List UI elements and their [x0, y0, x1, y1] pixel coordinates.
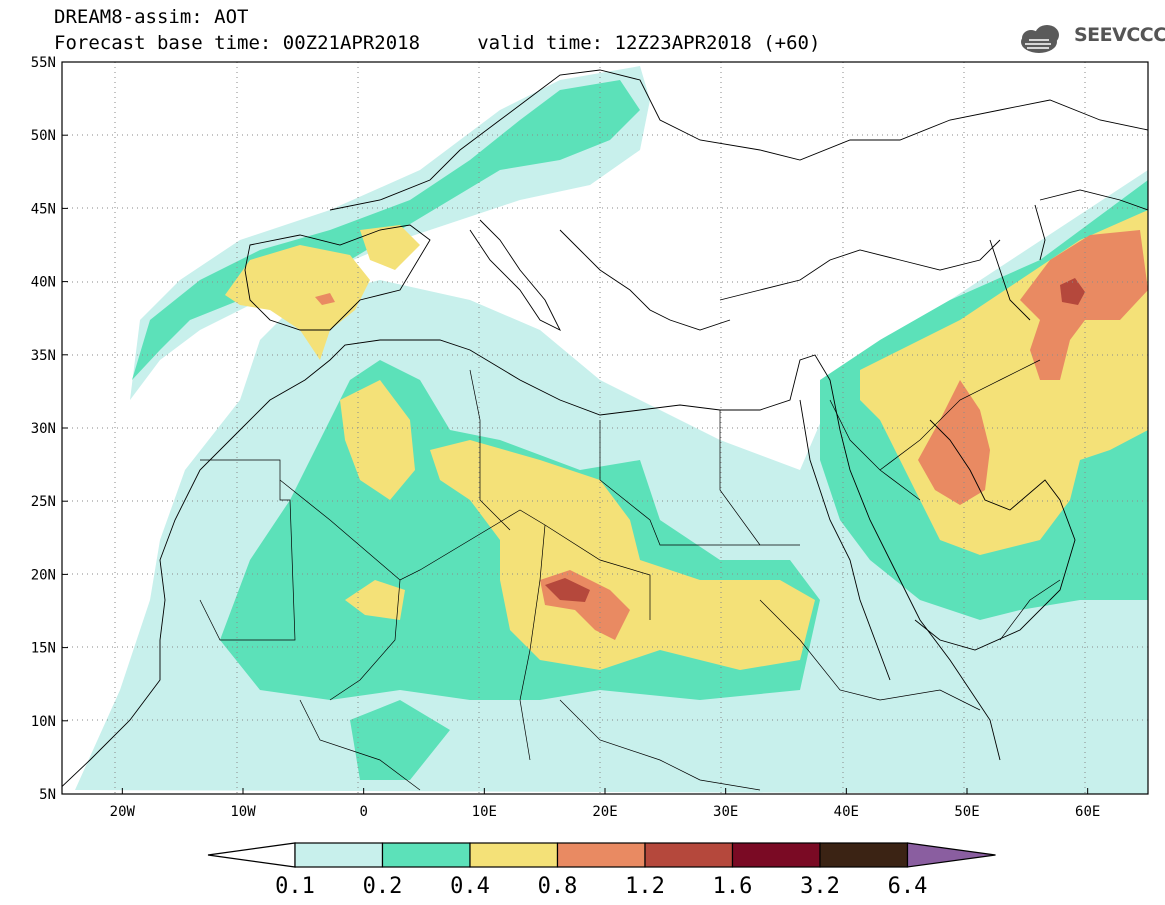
colorbar-segment [644, 842, 734, 868]
colorbar-label: 0.4 [450, 874, 490, 899]
country-borders [199, 359, 1061, 791]
colorbar-segment [819, 842, 909, 868]
colorbar-segment [294, 842, 384, 868]
graticule [62, 62, 1148, 794]
lon-label: 0 [359, 804, 367, 820]
lon-label: 30E [713, 804, 738, 820]
colorbar-label: 1.6 [713, 874, 753, 899]
lon-label: 10W [230, 804, 256, 820]
lat-label: 15N [31, 641, 56, 657]
latitude-labels: 55N 50N 45N 40N 35N 30N 25N 20N 15N 10N 5N [31, 55, 68, 803]
lon-label: 20E [592, 804, 617, 820]
lat-label: 20N [31, 567, 56, 583]
lon-label: 50E [954, 804, 979, 820]
longitude-labels: 20W 10W 0 10E 20E 30E 40E 50E 60E [110, 788, 1100, 820]
colorbar-label: 0.2 [363, 874, 403, 899]
colorbar-label: 1.2 [625, 874, 665, 899]
colorbar-segment [381, 842, 471, 868]
lon-label: 20W [110, 804, 136, 820]
colorbar-labels: 0.1 0.2 0.4 0.8 1.2 1.6 3.2 6.4 [275, 874, 927, 899]
lon-label: 10E [472, 804, 497, 820]
colorbar-label: 6.4 [888, 874, 928, 899]
lat-label: 50N [31, 128, 56, 144]
lat-label: 25N [31, 494, 56, 510]
colorbar-segment [556, 842, 646, 868]
chart-title: DREAM8-assim: AOT [54, 6, 249, 28]
colorbar-label: 0.1 [275, 874, 315, 899]
lat-label: 40N [31, 275, 56, 291]
colorbar-segment [469, 842, 559, 868]
lat-label: 30N [31, 421, 56, 437]
coastlines [62, 69, 1148, 788]
colorbar-label: 3.2 [800, 874, 840, 899]
lat-label: 10N [31, 714, 56, 730]
logo-text: SEEVCCC [1074, 24, 1165, 46]
aot-shading [62, 62, 1148, 794]
colorbar-label: 0.8 [538, 874, 578, 899]
lat-label: 45N [31, 201, 56, 217]
colorbar [207, 842, 996, 868]
lat-label: 55N [31, 55, 56, 71]
colorbar-segment [731, 842, 821, 868]
lat-label: 35N [31, 348, 56, 364]
lat-label: 5N [39, 787, 56, 803]
cloud-icon [1021, 25, 1059, 53]
colorbar-arrow-high [906, 842, 996, 868]
colorbar-arrow-low [207, 842, 296, 868]
lon-label: 60E [1075, 804, 1100, 820]
lon-label: 40E [834, 804, 859, 820]
forecast-times: Forecast base time: 00Z21APR2018 valid t… [54, 32, 821, 54]
aot-level-1-2 [545, 278, 1085, 602]
